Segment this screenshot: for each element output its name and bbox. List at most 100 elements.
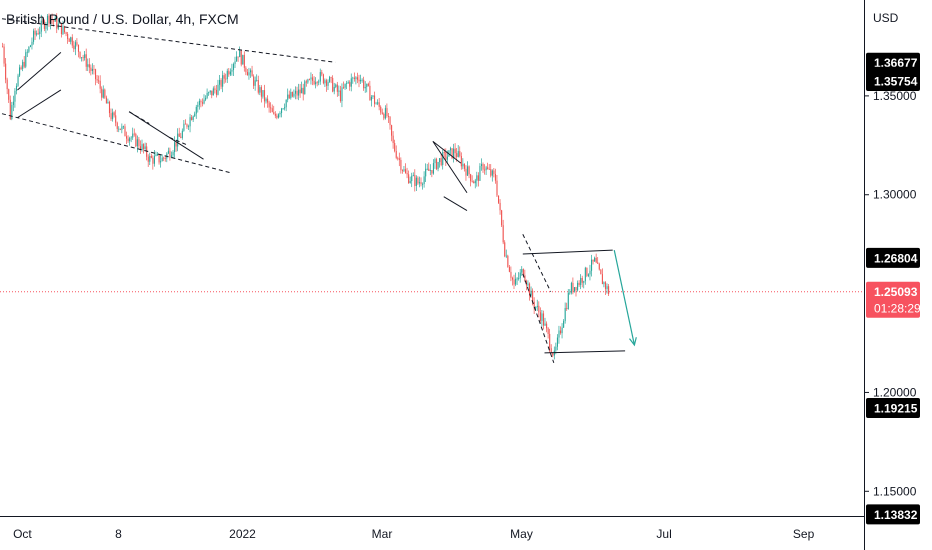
candle-up — [350, 78, 352, 87]
candle-up — [384, 108, 386, 119]
price-tag — [866, 397, 920, 418]
candle-down — [490, 169, 492, 176]
candle-up — [250, 70, 252, 73]
candle-down — [406, 173, 408, 175]
candle-down — [539, 312, 541, 321]
candle-up — [558, 330, 560, 338]
candle-up — [174, 142, 176, 153]
time-axis[interactable]: Oct 8 2022 Mar May Jul Sep — [13, 527, 815, 541]
trendline — [432, 141, 468, 194]
candle-up — [50, 19, 52, 24]
time-tick-label: Oct — [13, 527, 32, 541]
candle-up — [307, 79, 309, 83]
candle-up — [177, 133, 179, 147]
candle-down — [147, 156, 149, 162]
candle-down — [508, 266, 510, 272]
candle-up — [515, 278, 517, 285]
candle-down — [245, 67, 247, 73]
candle-up — [122, 126, 124, 128]
candle-up — [485, 167, 487, 171]
candle-down — [20, 67, 22, 69]
candle-up — [409, 181, 411, 184]
candle-down — [386, 108, 388, 116]
candle-down — [228, 70, 230, 75]
trendline — [128, 111, 204, 160]
candle-up — [564, 307, 566, 321]
candle-down — [392, 135, 394, 144]
candle-down — [243, 54, 245, 68]
candle-up — [121, 126, 123, 130]
dashed-trendline — [1, 113, 232, 174]
candle-down — [511, 277, 514, 280]
candle-down — [9, 99, 11, 120]
candle-up — [62, 26, 64, 35]
candle-up — [84, 54, 86, 58]
candle-down — [389, 116, 391, 126]
price-tag — [866, 504, 920, 525]
candle-up — [318, 81, 320, 83]
candle-down — [135, 134, 137, 147]
candle-down — [263, 90, 266, 102]
candle-up — [442, 152, 444, 165]
candle-up — [157, 154, 159, 155]
price-axis[interactable]: 1.35000 1.30000 1.20000 1.15000 — [865, 89, 917, 498]
candle-down — [34, 30, 36, 35]
candle-down — [201, 102, 204, 104]
candle-down — [378, 102, 380, 107]
candle-up — [516, 278, 518, 280]
candle-down — [496, 180, 498, 196]
candle-up — [11, 104, 13, 120]
candle-up — [40, 20, 42, 32]
candle-down — [367, 83, 369, 86]
candle-down — [420, 182, 422, 185]
candle-down — [64, 26, 66, 33]
trendline — [443, 196, 468, 211]
time-tick-label: 2022 — [229, 527, 256, 541]
candle-up — [301, 87, 303, 94]
candle-down — [381, 112, 383, 114]
candle-down — [597, 262, 599, 264]
candle-up — [229, 71, 231, 75]
candle-up — [594, 257, 596, 262]
candle-down — [459, 151, 461, 157]
candle-down — [184, 123, 186, 125]
candle-down — [143, 144, 145, 150]
candle-down — [507, 255, 509, 267]
current-price-box — [866, 281, 920, 318]
candle-down — [220, 80, 222, 87]
price-tick-label: 1.20000 — [873, 385, 917, 399]
trendline — [17, 52, 62, 91]
candle-up — [429, 170, 431, 171]
candle-down — [56, 17, 58, 29]
candle-down — [608, 286, 610, 295]
candle-up — [319, 72, 321, 82]
candle-up — [172, 152, 174, 156]
candle-up — [476, 175, 478, 181]
dashed-trendline — [522, 234, 552, 292]
candle-up — [206, 92, 208, 98]
candle-up — [591, 259, 593, 271]
candle-up — [287, 94, 289, 100]
candle-down — [550, 348, 552, 353]
candle-up — [603, 282, 605, 285]
dashed-trendline — [1, 18, 336, 63]
candle-up — [212, 88, 214, 96]
candle-up — [181, 130, 183, 138]
candle-down — [110, 113, 112, 120]
candle-up — [39, 31, 41, 35]
candle-up — [136, 139, 138, 147]
candle-up — [284, 107, 286, 109]
candle-down — [23, 61, 25, 67]
candle-up — [209, 90, 211, 93]
candle-down — [498, 195, 500, 203]
candle-up — [446, 156, 448, 160]
candle-up — [338, 90, 340, 92]
candle-up — [189, 117, 191, 127]
candle-down — [150, 156, 152, 158]
candle-up — [31, 41, 33, 46]
candle-up — [577, 282, 579, 291]
candle-up — [324, 80, 326, 84]
candle-down — [417, 177, 419, 184]
candle-up — [248, 72, 250, 76]
